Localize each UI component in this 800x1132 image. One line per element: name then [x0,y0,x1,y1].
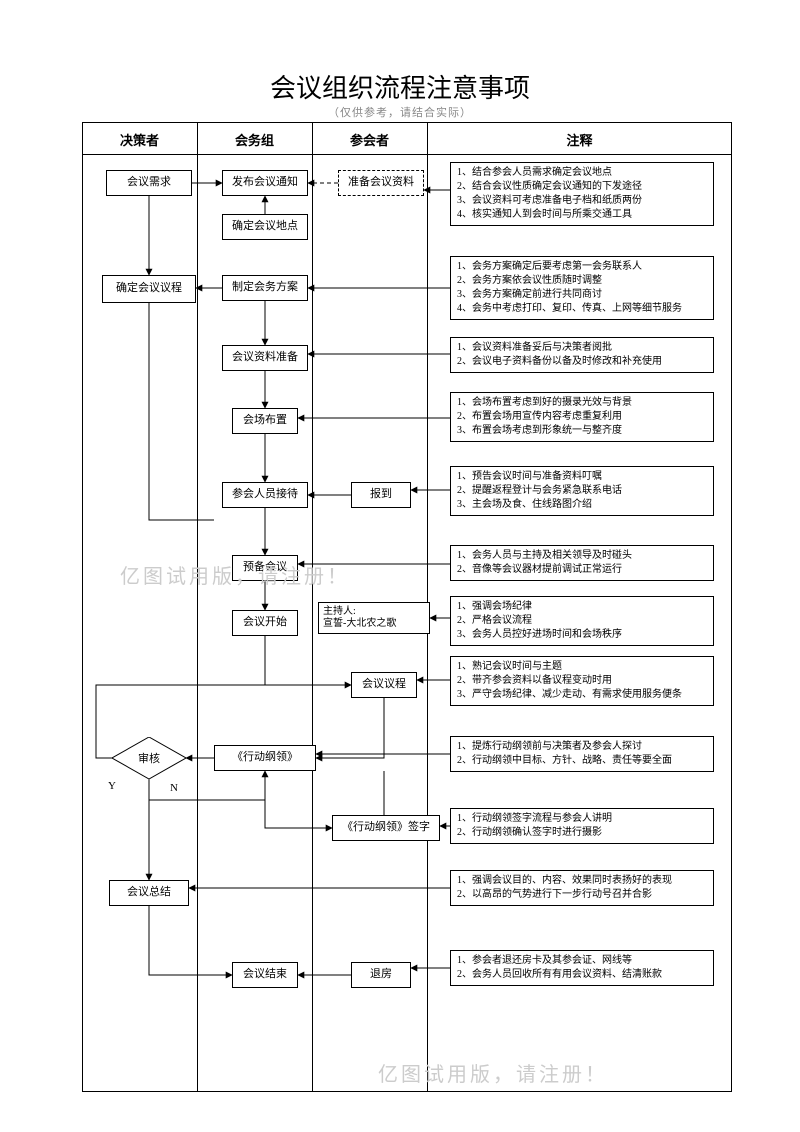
flow-node-n16: 会议总结 [109,880,189,906]
annotation-3: 1、会议资料准备妥后与决策者阅批2、会议电子资料备份以备及时修改和补充使用 [450,337,714,373]
page-subtitle: （仅供参考，请结合实际） [0,104,800,120]
watermark: 亿图试用版，请注册！ [120,560,350,589]
branch-label-y: Y [108,780,116,792]
annotation-6: 1、会务人员与主持及相关领导及时碰头2、音像等会议器材提前调试正常运行 [450,545,714,581]
flow-node-n15: 《行动纲领》签字 [332,815,440,841]
flow-node-n1: 会议需求 [106,170,192,196]
branch-label-n: N [170,782,178,794]
annotation-9: 1、提炼行动纲领前与决策者及参会人探讨2、行动纲领中目标、方针、战略、责任等要全… [450,736,714,772]
column-header: 会务组 [197,130,312,149]
annotation-7: 1、强调会场纪律2、严格会议流程3、会务人员控好进场时间和会场秩序 [450,596,714,646]
annotation-2: 1、会务方案确定后要考虑第一会务联系人2、会务方案依会议性质随时调整3、会务方案… [450,256,714,320]
column-header: 注释 [427,130,732,149]
flow-node-n5: 确定会议议程 [102,275,196,303]
flow-node-n2: 发布会议通知 [222,170,308,196]
swimlane-divider [312,122,313,1092]
page-title: 会议组织流程注意事项 [0,68,800,105]
flow-node-n3: 准备会议资料 [338,170,424,196]
host-note: 主持人:宣誓-大北农之歌 [318,602,430,634]
annotation-10: 1、行动纲领签字流程与参会人讲明2、行动纲领确认签字时进行摄影 [450,808,714,844]
decision-node: 审核 [112,737,186,779]
flow-node-n10: 报到 [351,482,411,508]
watermark: 亿图试用版，请注册！ [378,1058,608,1087]
flow-node-n7: 会议资料准备 [222,345,308,371]
flow-node-n6: 制定会务方案 [222,275,308,301]
annotation-11: 1、强调会议目的、内容、效果同时表扬好的表现2、以高昂的气势进行下一步行动号召并… [450,870,714,906]
header-divider [82,154,732,155]
annotation-5: 1、预告会议时间与准备资料叮嘱2、提醒返程登计与会务紧急联系电话3、主会场及食、… [450,466,714,516]
annotation-4: 1、会场布置考虑到好的摄录光效与背景2、布置会场用宣传内容考虑重复利用3、布置会… [450,392,714,442]
annotation-12: 1、参会者退还房卡及其参会证、网线等2、会务人员回收所有有用会议资料、结清账款 [450,950,714,986]
flow-node-n9: 参会人员接待 [222,482,308,508]
flow-node-n4: 确定会议地点 [222,214,308,240]
flow-node-n17: 会议结束 [232,962,298,988]
column-header: 参会者 [312,130,427,149]
flow-node-n8: 会场布置 [232,408,298,434]
flow-node-n18: 退房 [351,962,411,988]
annotation-8: 1、熟记会议时间与主题2、带齐参会资料以备议程变动时用3、严守会场纪律、减少走动… [450,656,714,706]
flow-node-n13: 会议议程 [351,672,417,698]
flow-node-n12: 会议开始 [232,610,298,636]
flow-node-n14: 《行动纲领》 [214,745,316,771]
annotation-1: 1、结合参会人员需求确定会议地点2、结合会议性质确定会议通知的下发途径3、会议资… [450,162,714,226]
swimlane-divider [197,122,198,1092]
column-header: 决策者 [82,130,197,149]
